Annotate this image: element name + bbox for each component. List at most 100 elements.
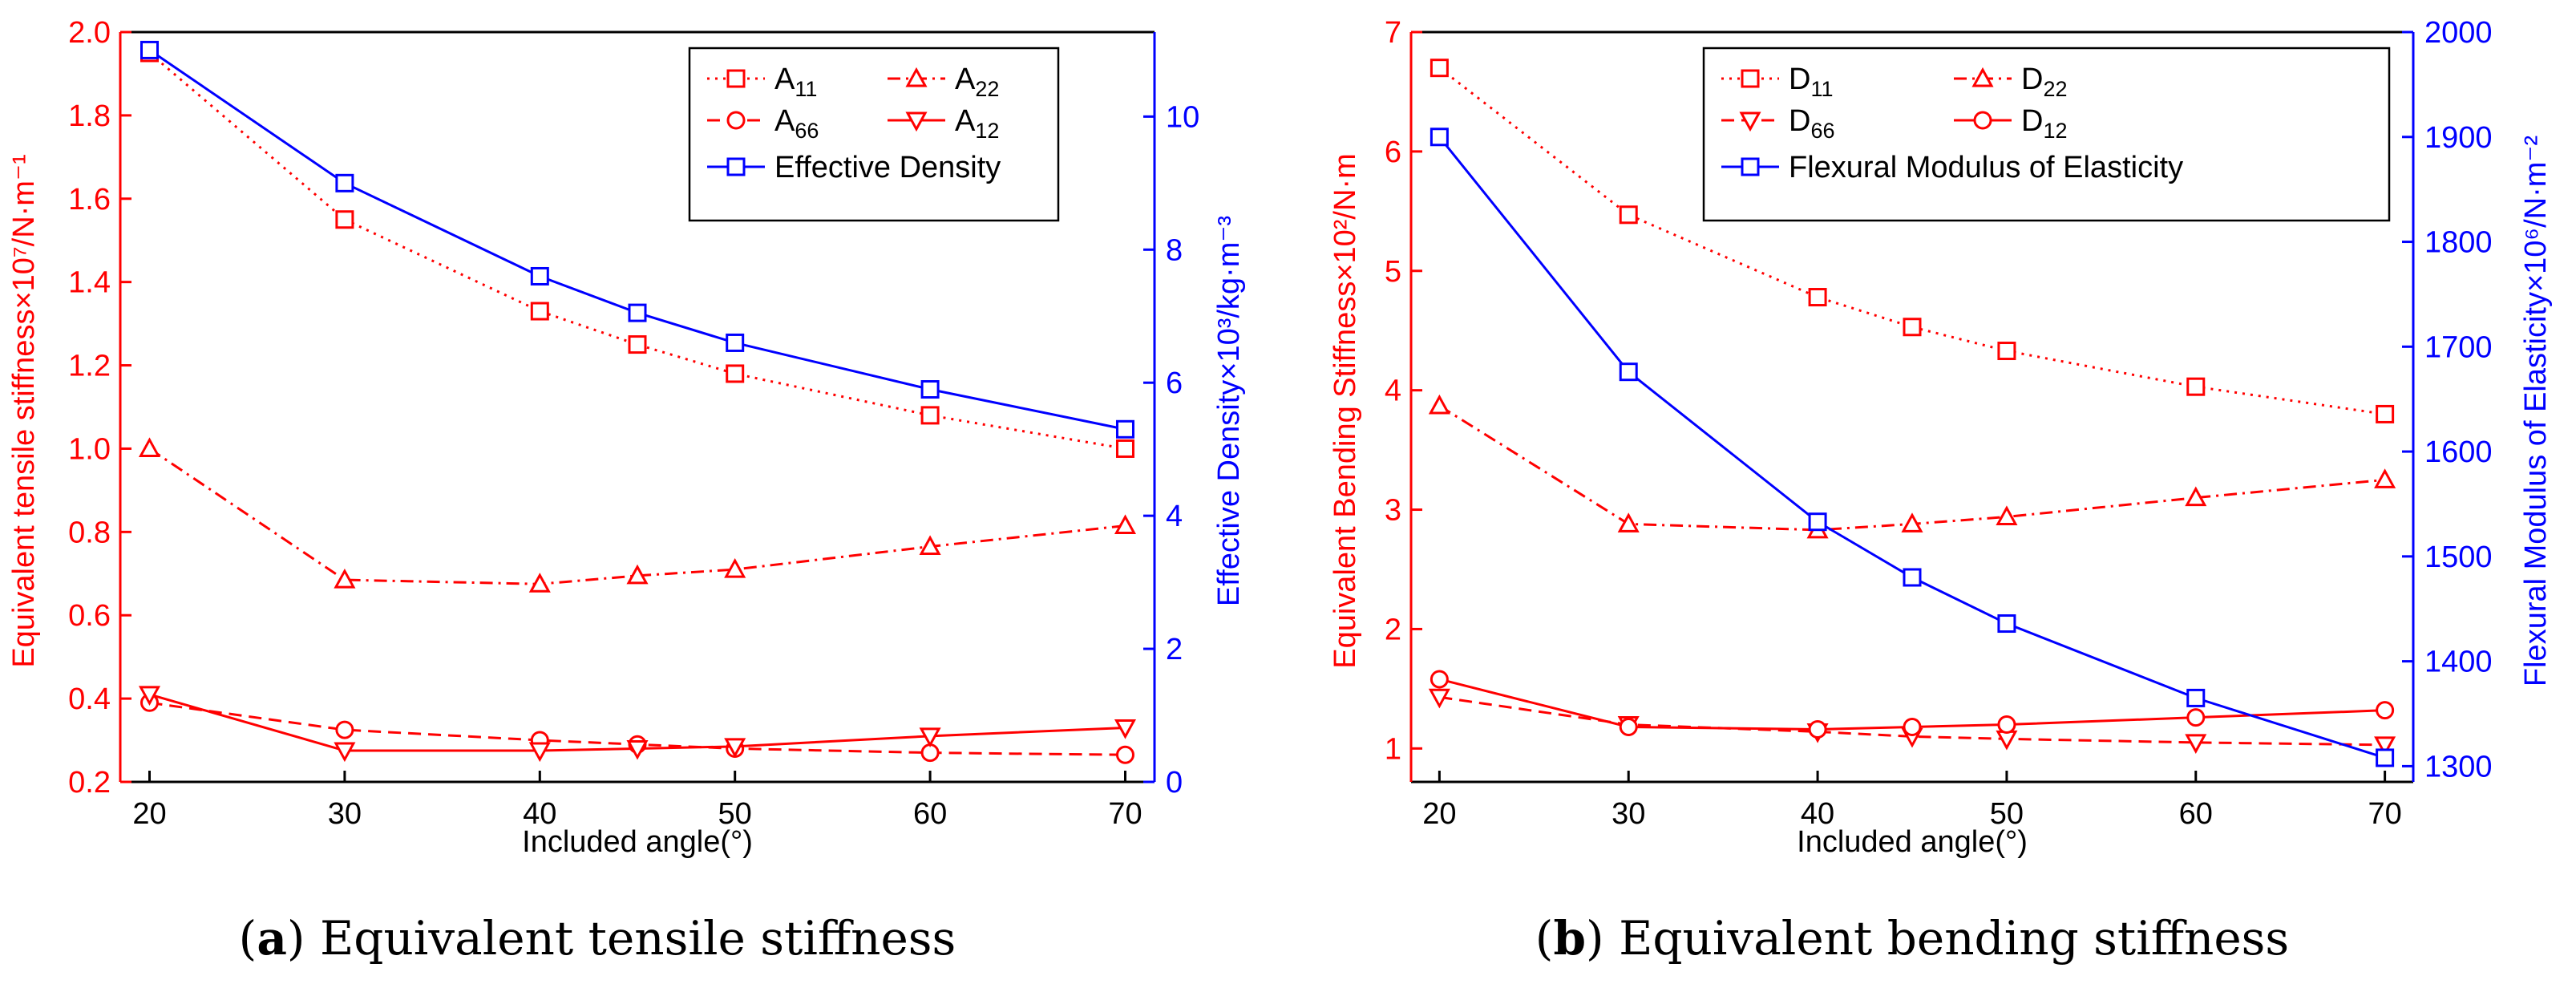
data-point [1115, 419, 1134, 439]
legend-swatch-marker [1741, 157, 1760, 176]
left-y-tick-label: 6 [1385, 136, 1401, 169]
x-tick-label: 20 [1422, 797, 1456, 831]
legend-label-subscript: 11 [795, 77, 817, 101]
data-point [626, 564, 649, 585]
x-tick-label: 40 [1801, 797, 1834, 831]
data-point [1428, 688, 1450, 709]
data-point [1903, 568, 1922, 587]
data-point [2376, 404, 2395, 423]
left-y-tick-label: 1.2 [68, 350, 111, 383]
data-point [1430, 670, 1449, 689]
data-point [1114, 719, 1137, 739]
data-point [1996, 505, 2018, 525]
x-tick-label: 60 [913, 797, 947, 831]
right-y-tick-label: 8 [1166, 233, 1183, 267]
left-y-tick-label: 7 [1385, 16, 1401, 50]
data-point [335, 173, 354, 192]
data-point [1619, 205, 1638, 225]
left-y-tick-label: 0.6 [68, 599, 111, 633]
data-point [334, 742, 356, 763]
data-point [2186, 688, 2206, 707]
data-point [1808, 512, 1827, 532]
legend-label: D12 [2021, 104, 2068, 143]
left-y-tick-label: 3 [1385, 494, 1401, 528]
data-point [530, 302, 549, 321]
left-y-tick-label: 1.6 [68, 183, 111, 217]
legend-swatch-marker [726, 69, 746, 88]
right-y-tick-label: 2 [1166, 633, 1183, 666]
left-y-tick-label: 2 [1385, 613, 1401, 646]
chart-panel-a: 20 30 40 50 60 700.20.40.60.81.01.21.41.61.82… [7, 16, 1246, 966]
data-point [528, 573, 551, 593]
legend-label: D22 [2021, 63, 2068, 101]
caption-text: ) Equivalent tensile stiffness [287, 911, 956, 966]
right-y-tick-label: 1300 [2424, 750, 2493, 784]
right-y-tick-label: 1500 [2424, 541, 2493, 574]
left-y-tick-label: 5 [1385, 255, 1401, 289]
caption-text: ) Equivalent bending stiffness [1586, 911, 2289, 966]
data-point [335, 720, 354, 739]
left-y-axis-title: Equivalent tensile stiffness×10⁷/N·m⁻¹ [7, 154, 41, 667]
data-point [2185, 486, 2207, 507]
right-y-tick-label: 6 [1166, 366, 1183, 400]
data-point [1619, 362, 1638, 382]
legend-label-subscript: 12 [975, 119, 999, 143]
data-point [1997, 614, 2016, 634]
data-point [140, 40, 160, 59]
x-axis-title: Included angle(°) [522, 825, 753, 859]
legend-label-subscript: 66 [795, 119, 819, 143]
data-point [1430, 59, 1449, 78]
x-axis-title: Included angle(°) [1797, 825, 2028, 859]
series-line [148, 447, 1126, 585]
right-y-axis-title: Effective Density×10³/kg·m⁻³ [1212, 216, 1246, 606]
x-tick-label: 70 [2368, 797, 2401, 831]
data-point [1619, 718, 1638, 737]
legend-swatch-marker [726, 111, 746, 130]
legend-box [688, 47, 1060, 222]
data-point [724, 557, 746, 578]
x-tick-label: 40 [523, 797, 556, 831]
series-d12 [1430, 670, 2395, 739]
data-point [2185, 734, 2207, 754]
data-point [1808, 288, 1827, 307]
caption-paren: ( [1535, 911, 1554, 966]
data-point [628, 303, 647, 322]
series-line [1438, 404, 2385, 532]
x-tick-label: 60 [2179, 797, 2213, 831]
figure-caption-a: (a) Equivalent tensile stiffness [239, 911, 956, 966]
left-y-tick-label: 1.4 [68, 266, 111, 300]
data-point [920, 380, 940, 399]
legend-label-subscript: 12 [2043, 119, 2067, 143]
data-point [726, 364, 745, 383]
right-y-tick-label: 1400 [2424, 646, 2493, 679]
legend-swatch-marker [1741, 69, 1760, 88]
data-point [2376, 748, 2395, 767]
legend-swatch-marker [1973, 111, 1992, 130]
right-y-tick-label: 1600 [2424, 435, 2493, 469]
x-tick-label: 30 [1612, 797, 1645, 831]
legend-label-subscript: 22 [975, 77, 999, 101]
data-point [2186, 708, 2206, 727]
data-point [1903, 318, 1922, 337]
series-d11 [1430, 59, 2395, 423]
legend-label: Flexural Modulus of Elasticity [1789, 151, 2183, 184]
series-flexural-modulus-of-elasticity [1430, 128, 2395, 767]
right-y-tick-label: 2000 [2424, 16, 2493, 50]
left-y-tick-label: 1.0 [68, 432, 111, 466]
data-point [1115, 439, 1134, 458]
left-y-tick-label: 2.0 [68, 16, 111, 50]
data-point [2374, 468, 2396, 488]
x-tick-label: 30 [328, 797, 362, 831]
data-point [1997, 342, 2016, 361]
right-y-tick-label: 4 [1166, 500, 1183, 533]
data-point [626, 739, 649, 760]
data-point [1428, 394, 1450, 415]
data-point [138, 686, 161, 707]
legend-swatch-marker [905, 111, 928, 132]
data-point [1430, 128, 1449, 147]
left-y-tick-label: 4 [1385, 375, 1401, 408]
caption-paren: ( [239, 911, 257, 966]
